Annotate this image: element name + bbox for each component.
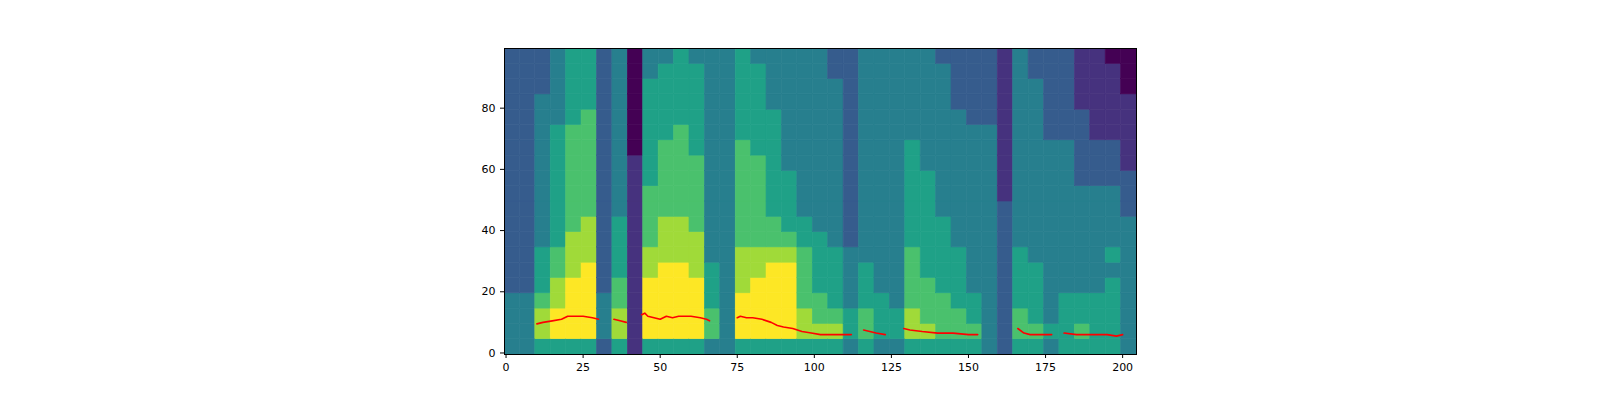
svg-text:40: 40 [482, 224, 496, 237]
svg-text:75: 75 [730, 361, 744, 374]
svg-text:100: 100 [804, 361, 825, 374]
svg-text:20: 20 [482, 285, 496, 298]
svg-text:60: 60 [482, 163, 496, 176]
svg-text:125: 125 [881, 361, 902, 374]
svg-text:200: 200 [1112, 361, 1133, 374]
svg-text:25: 25 [576, 361, 590, 374]
svg-text:80: 80 [482, 102, 496, 115]
svg-text:0: 0 [489, 346, 496, 359]
svg-text:0: 0 [503, 361, 510, 374]
svg-text:50: 50 [653, 361, 667, 374]
svg-text:150: 150 [958, 361, 979, 374]
svg-text:175: 175 [1035, 361, 1056, 374]
